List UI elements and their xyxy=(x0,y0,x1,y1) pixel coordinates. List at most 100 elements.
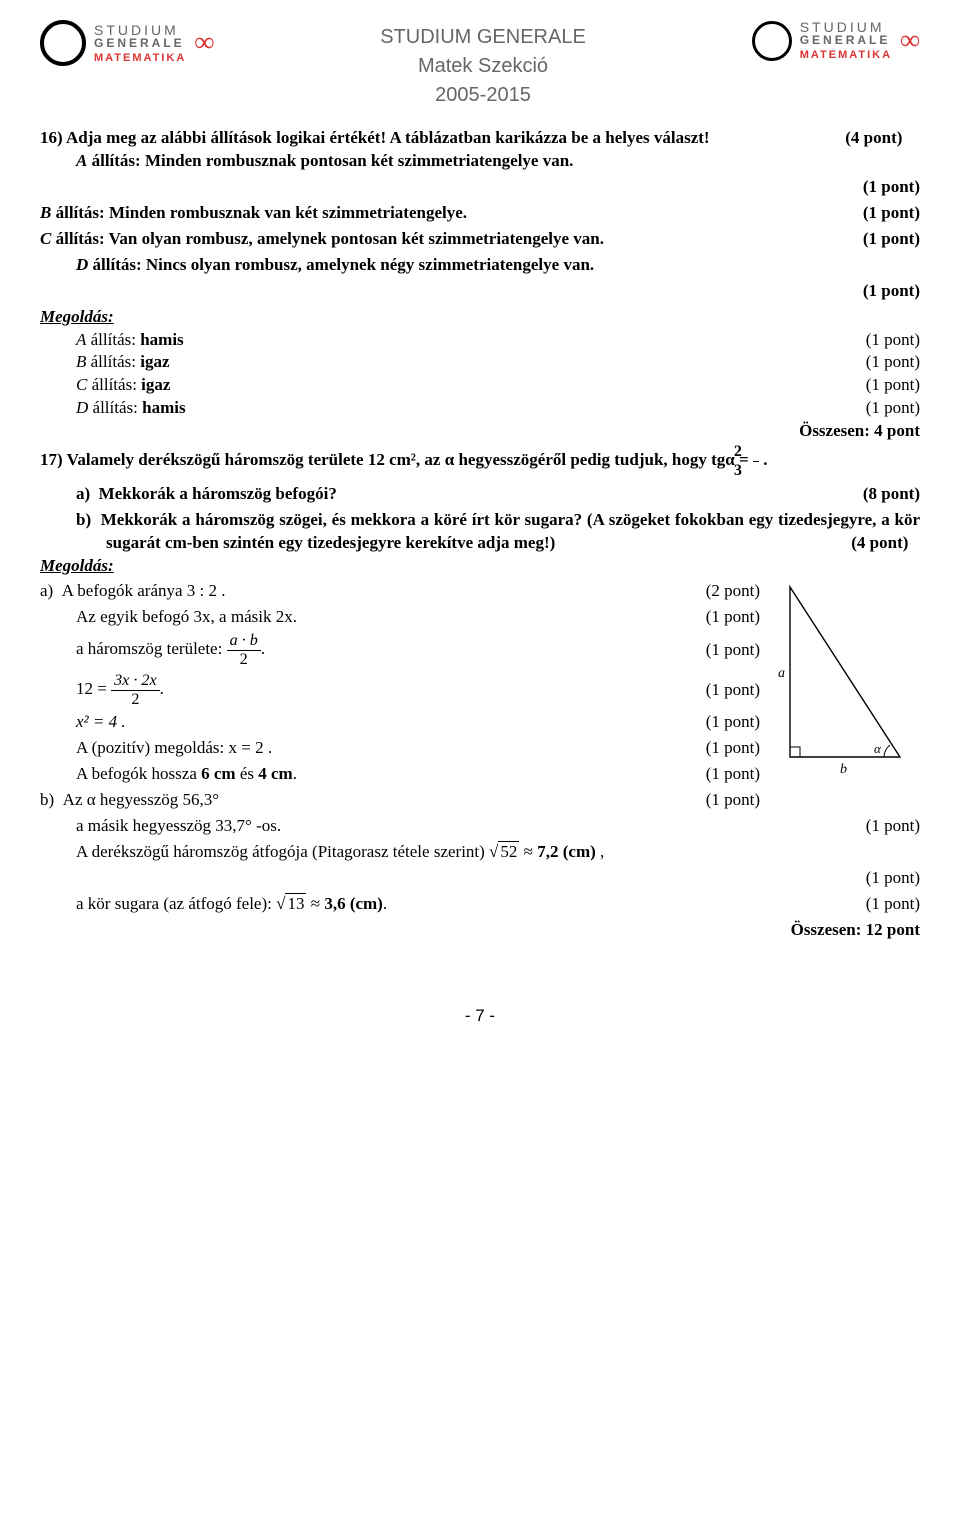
tri-alpha-label: α xyxy=(874,741,882,756)
s17-b-l4p: (1 pont) xyxy=(866,893,920,916)
s17-a-l3-num: a · b xyxy=(227,632,261,651)
task17-intro: 17) Valamely derékszögű háromszög terüle… xyxy=(40,443,920,480)
s17-a-l7d: 4 cm xyxy=(258,764,292,783)
logo-ring-icon xyxy=(40,20,86,66)
s16-C-p: (1 pont) xyxy=(866,374,920,397)
s17-b-l2p: (1 pont) xyxy=(866,815,920,838)
s16-C-l: C xyxy=(76,375,87,394)
task17-b-label: b) xyxy=(76,510,91,529)
task17-intro-a: Valamely derékszögű háromszög területe 1… xyxy=(67,450,445,469)
triangle-figure: a b α xyxy=(770,577,920,794)
tri-a-label: a xyxy=(778,666,785,681)
s17-b-l3a: A derékszögű háromszög átfogója (Pitagor… xyxy=(76,842,489,861)
s17-total: Összesen: 12 pont xyxy=(791,919,920,942)
task16-D-label: D xyxy=(76,255,88,274)
task16-B-label: B xyxy=(40,203,51,222)
s17-a-l1p: (2 pont) xyxy=(706,580,760,603)
title-l3: 2005-2015 xyxy=(380,82,586,109)
brand-r3: MATEMATIKA xyxy=(800,50,892,61)
brand-l2: GENERALE xyxy=(94,37,186,49)
task17-intro-b: hegyesszögéről pedig tudjuk, hogy xyxy=(454,450,711,469)
s17-a-label: a) xyxy=(40,581,53,600)
s17-b-l1p: (1 pont) xyxy=(706,789,760,812)
task17-solution-label: Megoldás: xyxy=(40,555,920,578)
tri-b-label: b xyxy=(840,762,847,777)
task16-num: 16) xyxy=(40,128,63,147)
s17-a-l5p: (1 pont) xyxy=(706,711,760,734)
s17-b-l3: A derékszögű háromszög átfogója (Pitagor… xyxy=(76,841,920,864)
s17-a-l2p: (1 pont) xyxy=(706,606,760,629)
s17-b-l3p: (1 pont) xyxy=(866,867,920,890)
task16-intro-text: Adja meg az alábbi állítások logikai ért… xyxy=(66,128,710,147)
s17-b-l3d: , xyxy=(596,842,605,861)
s17-a-l7c: és xyxy=(236,764,259,783)
s17-b-l4c: 3,6 (cm) xyxy=(324,894,383,913)
title-l2: Matek Szekció xyxy=(380,53,586,80)
title-l1: STUDIUM GENERALE xyxy=(380,24,586,51)
task17-eq-lhs: tgα = xyxy=(711,450,749,469)
s17-b-l3c: 7,2 (cm) xyxy=(537,842,596,861)
task16-D-pts: (1 pont) xyxy=(863,280,920,303)
task17-frac-num: 2 xyxy=(753,443,759,462)
s17-b-l3root: 52 xyxy=(498,841,519,861)
task16-A-pts: (1 pont) xyxy=(863,176,920,199)
page-number: - 7 - xyxy=(40,1005,920,1028)
task17-eq-tail: . xyxy=(763,450,767,469)
page-header: STUDIUM GENERALE MATEMATIKA ∞ STUDIUM GE… xyxy=(40,20,920,109)
s17-a-l7a: A befogók hossza xyxy=(76,764,201,783)
s17-b-l4b: ≈ xyxy=(306,894,324,913)
s16-D-l: D xyxy=(76,398,88,417)
s17-a-l4-lhs: 12 = xyxy=(76,679,107,698)
task16-intro: 16) Adja meg az alábbi állítások logikai… xyxy=(40,127,920,150)
task17-frac: 2 3 xyxy=(753,443,759,480)
s16-B-l: B xyxy=(76,352,86,371)
s16-B-t: állítás: xyxy=(86,352,140,371)
s17-a-l6: A (pozitív) megoldás: x = 2 . xyxy=(76,737,696,760)
task17-b-pts: (4 pont) xyxy=(881,532,920,555)
s17-a-l4-post: . xyxy=(160,679,164,698)
logo-left: STUDIUM GENERALE MATEMATIKA ∞ xyxy=(40,20,214,66)
task16-solution: A állítás: hamis(1 pont) B állítás: igaz… xyxy=(40,329,920,444)
task17-b-text: Mekkorák a háromszög szögei, és mekkora … xyxy=(101,510,920,552)
s16-B-v: igaz xyxy=(140,352,169,371)
s16-B-p: (1 pont) xyxy=(866,351,920,374)
task16-C-text: állítás: Van olyan rombusz, amelynek pon… xyxy=(51,229,604,248)
infinity-icon: ∞ xyxy=(194,24,214,62)
task16-C-label: C xyxy=(40,229,51,248)
task16-D: D állítás: Nincs olyan rombusz, amelynek… xyxy=(76,254,920,277)
s17-a-l7p: (1 pont) xyxy=(706,763,760,786)
infinity-icon: ∞ xyxy=(900,22,920,60)
task17-b: b) Mekkorák a háromszög szögei, és mekko… xyxy=(40,509,920,555)
task16-B-text: állítás: Minden rombusznak van két szimm… xyxy=(51,203,467,222)
s17-a-l3-post: . xyxy=(261,640,265,659)
brand-l3: MATEMATIKA xyxy=(94,53,186,64)
task16-A-text: állítás: Minden rombusznak pontosan két … xyxy=(87,151,573,170)
task16-B-pts: (1 pont) xyxy=(863,202,920,225)
s16-A-t: állítás: xyxy=(86,330,140,349)
s17-a-l4p: (1 pont) xyxy=(706,679,760,702)
task16-D-text: állítás: Nincs olyan rombusz, amelynek n… xyxy=(88,255,594,274)
s17-a-l3-den: 2 xyxy=(227,651,261,669)
task17-frac-den: 3 xyxy=(753,462,759,480)
s17-b-l4a: a kör sugara (az átfogó fele): xyxy=(76,894,276,913)
s16-A-p: (1 pont) xyxy=(866,329,920,352)
s17-a-l2: Az egyik befogó 3x, a másik 2x. xyxy=(76,606,696,629)
task17-a-text: Mekkorák a háromszög befogói? xyxy=(99,484,337,503)
s17-a-l7b: 6 cm xyxy=(201,764,235,783)
s16-C-v: igaz xyxy=(141,375,170,394)
task16-C: C állítás: Van olyan rombusz, amelynek p… xyxy=(40,228,920,251)
task16-B: B állítás: Minden rombusznak van két szi… xyxy=(40,202,920,225)
s17-b-l1: Az α hegyesszög 56,3° xyxy=(63,790,219,809)
logo-text-left: STUDIUM GENERALE MATEMATIKA xyxy=(94,23,186,64)
s16-D-p: (1 pont) xyxy=(866,397,920,420)
s17-a-l5: x² = 4 . xyxy=(76,711,696,734)
s17-a-l3-frac: a · b2 xyxy=(227,632,261,669)
task17-alpha: α xyxy=(445,450,455,469)
s17-b-l3b: ≈ xyxy=(519,842,537,861)
s17-a-l4-den: 2 xyxy=(111,691,160,709)
task16-intro-pts: (4 pont) xyxy=(881,127,920,150)
task16-C-pts: (1 pont) xyxy=(863,228,920,251)
logo-right: STUDIUM GENERALE MATEMATIKA ∞ xyxy=(752,20,920,61)
s17-a-l4-frac: 3x · 2x2 xyxy=(111,672,160,709)
s16-D-v: hamis xyxy=(142,398,185,417)
